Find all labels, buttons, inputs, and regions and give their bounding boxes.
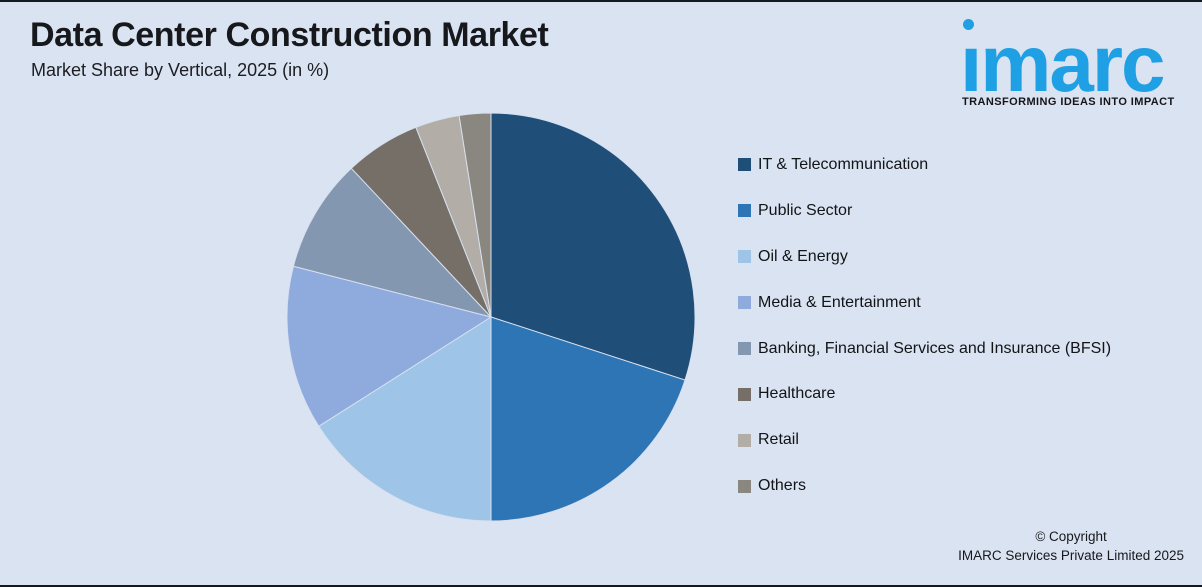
copyright-notice: © Copyright IMARC Services Private Limit… xyxy=(958,528,1184,565)
legend-swatch-icon xyxy=(738,250,751,264)
legend-swatch-icon xyxy=(738,433,751,447)
legend-label: IT & Telecommunication xyxy=(758,155,929,173)
legend-item-public-sector: Public Sector xyxy=(738,188,1111,234)
legend-item-it-telecommunication: IT & Telecommunication xyxy=(738,142,1111,188)
pie-chart xyxy=(286,112,696,522)
logo-tagline: TRANSFORMING IDEAS INTO IMPACT xyxy=(962,96,1175,108)
legend-label: Public Sector xyxy=(758,201,853,219)
legend-item-healthcare: Healthcare xyxy=(738,371,1111,417)
pie-slice-banking-financial-services-and-insurance-bfsi xyxy=(292,167,492,318)
pie-slice-media-entertainment xyxy=(286,265,492,427)
legend-label: Healthcare xyxy=(758,385,836,403)
logo-wordmark: ımarc xyxy=(960,19,1165,108)
copyright-line2: IMARC Services Private Limited 2025 xyxy=(958,547,1184,563)
legend-swatch-icon xyxy=(738,387,751,401)
legend-label: Banking, Financial Services and Insuranc… xyxy=(758,339,1112,357)
chart-legend: IT & Telecommunication Public Sector Oil &… xyxy=(738,142,1111,509)
copyright-line1: © Copyright xyxy=(1035,529,1107,544)
legend-label: Retail xyxy=(758,431,799,449)
page-title: Data Center Construction Market xyxy=(30,16,549,54)
legend-label: Others xyxy=(758,477,807,495)
legend-item-others: Others xyxy=(738,463,1111,509)
pie-slice-others xyxy=(458,112,492,318)
legend-swatch-icon xyxy=(738,479,751,493)
pie-slice-oil-energy xyxy=(318,316,492,522)
imarc-logo: ımarc TRANSFORMING IDEAS INTO IMPACT xyxy=(956,2,1194,114)
legend-label: Media & Entertainment xyxy=(758,293,921,311)
legend-swatch-icon xyxy=(738,158,751,172)
pie-slice-it-telecommunication xyxy=(490,112,696,381)
legend-item-banking-financial-services-and-insurance-bfsi: Banking, Financial Services and Insuranc… xyxy=(738,326,1111,372)
legend-item-media-entertainment: Media & Entertainment xyxy=(738,280,1111,326)
pie-slice-public-sector xyxy=(490,316,686,522)
legend-swatch-icon xyxy=(738,204,751,218)
page-subtitle: Market Share by Vertical, 2025 (in %) xyxy=(31,60,330,80)
legend-swatch-icon xyxy=(738,296,751,310)
legend-swatch-icon xyxy=(738,342,751,355)
legend-label: Oil & Energy xyxy=(758,247,848,265)
logo-dot-icon xyxy=(963,19,974,30)
legend-item-retail: Retail xyxy=(738,417,1111,463)
legend-item-oil-energy: Oil & Energy xyxy=(738,234,1111,280)
